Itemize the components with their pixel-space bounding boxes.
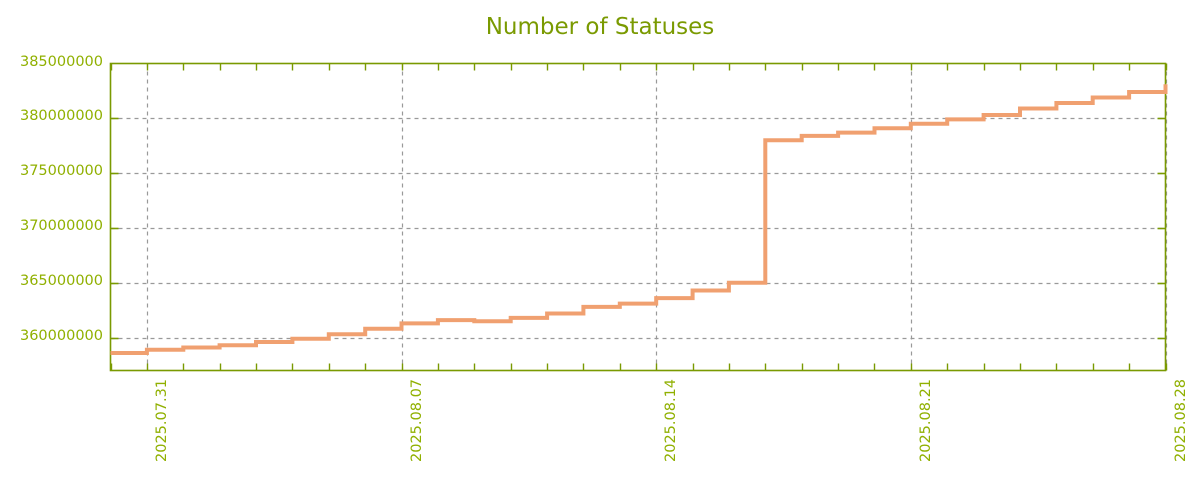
y-axis-tick-label: 365000000 (19, 272, 103, 289)
y-axis-tick-label: 385000000 (19, 53, 103, 70)
y-axis-tick-label: 375000000 (19, 163, 103, 180)
chart-title: Number of Statuses (485, 14, 715, 40)
y-axis-tick-label: 380000000 (19, 108, 103, 125)
grid-lines (110, 63, 1168, 371)
axis-tick-marks (110, 63, 1168, 371)
y-axis-tick-labels: 385000000 380000000 375000000 370000000 3650… (0, 0, 103, 500)
plot-frame (109, 62, 1167, 372)
x-axis-tick-label: 2025.07.31 (153, 378, 170, 462)
x-axis-tick-label: 2025.08.07 (408, 378, 425, 462)
x-axis-tick-label: 2025.08.28 (1172, 378, 1189, 462)
data-series-line (110, 84, 1168, 355)
x-axis-tick-label: 2025.08.14 (662, 378, 679, 462)
y-axis-tick-label: 370000000 (19, 217, 103, 234)
y-axis-tick-label: 360000000 (19, 327, 103, 344)
x-axis-tick-label: 2025.08.21 (917, 378, 934, 462)
